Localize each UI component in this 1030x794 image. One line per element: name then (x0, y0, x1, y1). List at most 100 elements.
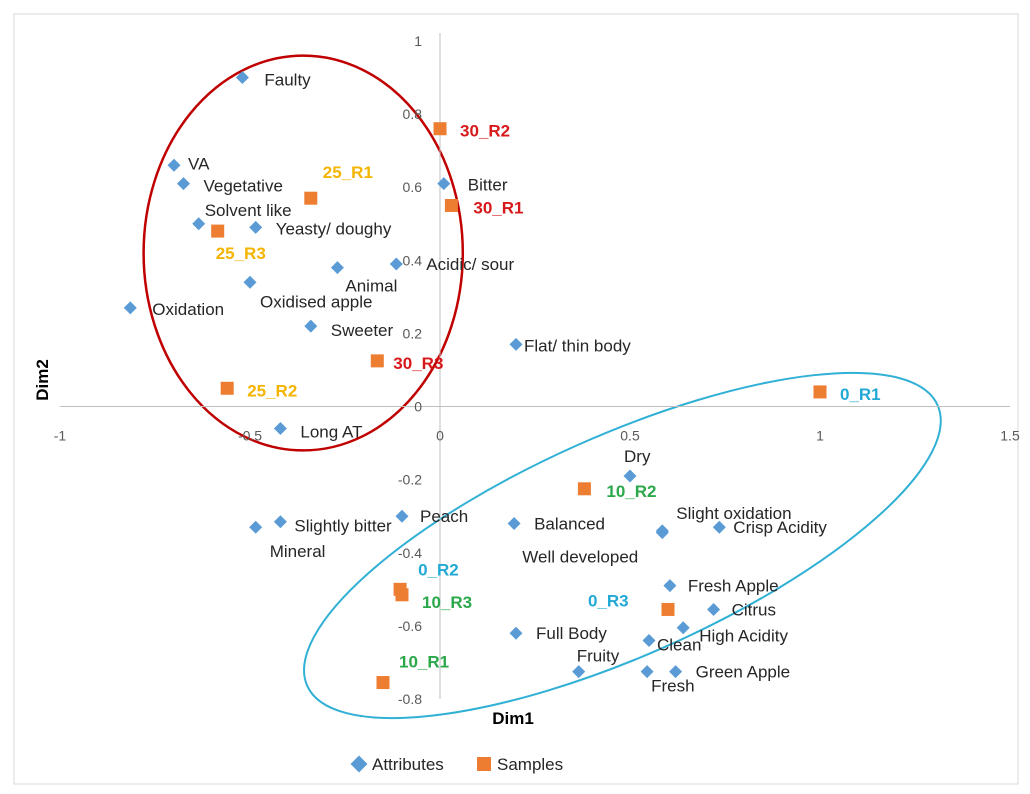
attribute-point-fresh-apple (663, 579, 677, 593)
y-tick-label: -0.4 (398, 545, 422, 561)
sample-point-25-r3 (211, 224, 225, 238)
attribute-point-mineral (249, 520, 263, 534)
attribute-label-bitter: Bitter (468, 176, 508, 195)
attribute-label-citrus: Citrus (732, 600, 776, 619)
sample-label-10-r3: 10_R3 (422, 593, 472, 612)
marks-layer (123, 71, 827, 690)
legend-attributes-marker (350, 755, 368, 773)
attribute-point-solvent-like (192, 217, 206, 231)
attribute-label-faulty: Faulty (264, 71, 311, 90)
attribute-label-peach: Peach (420, 507, 468, 526)
attribute-label-slight-oxidation: Slight oxidation (676, 504, 791, 523)
attribute-point-sweeter (304, 319, 318, 333)
x-tick-label: 1.5 (1000, 428, 1020, 444)
sample-point-25-r2 (220, 381, 234, 395)
x-tick-label: 1 (816, 428, 824, 444)
attribute-label-fruity: Fruity (577, 647, 620, 666)
attribute-label-balanced: Balanced (534, 515, 605, 534)
attribute-label-oxidation: Oxidation (152, 300, 224, 319)
y-tick-label: -0.6 (398, 618, 422, 634)
y-tick-label: 0.8 (403, 106, 423, 122)
sample-label-0-r3: 0_R3 (588, 591, 629, 610)
y-tick-label: 0.4 (403, 252, 423, 268)
legend-samples-label: Samples (497, 755, 563, 774)
attribute-point-high-acidity (676, 621, 690, 635)
attribute-point-vegetative (177, 177, 190, 191)
attribute-point-long-at (273, 421, 287, 435)
attribute-label-long-at: Long AT (300, 422, 362, 441)
attribute-label-acidic-sour: Acidic/ sour (426, 255, 514, 274)
annotation-ellipse-blue (303, 371, 942, 720)
x-tick-label: -0.5 (238, 428, 262, 444)
attribute-label-high-acidity: High Acidity (699, 627, 788, 646)
sample-label-25-r2: 25_R2 (247, 381, 297, 400)
sample-point-0-r3 (661, 602, 675, 616)
attribute-label-sweeter: Sweeter (331, 321, 394, 340)
sample-label-25-r1: 25_R1 (323, 163, 373, 182)
annotation-layer (142, 54, 942, 720)
attribute-point-clean (642, 634, 656, 648)
attribute-point-peach (395, 509, 409, 523)
legend: Attributes Samples (350, 755, 563, 774)
attribute-label-fresh-apple: Fresh Apple (688, 577, 779, 596)
attribute-label-clean: Clean (657, 636, 701, 655)
legend-attributes-label: Attributes (372, 755, 444, 774)
attribute-point-flat-thin-body (509, 337, 523, 351)
attribute-point-slightly-bitter (273, 515, 287, 529)
sample-point-0-r1 (813, 385, 827, 399)
x-tick-label: -1 (54, 428, 67, 444)
sample-point-10-r2 (577, 482, 591, 496)
attribute-point-oxidised-apple (243, 275, 257, 289)
x-axis-title: Dim1 (492, 709, 534, 728)
attribute-point-bitter (437, 177, 451, 191)
attribute-point-well-developed (655, 526, 669, 540)
annotation-ellipse-red (142, 54, 465, 452)
attribute-label-vegetative: Vegetative (204, 177, 283, 196)
sample-point-30-r2 (433, 122, 447, 136)
sample-point-25-r1 (304, 191, 318, 205)
attribute-point-yeasty-doughy (249, 220, 263, 234)
attribute-label-dry: Dry (624, 447, 651, 466)
y-tick-label: 0.6 (403, 179, 423, 195)
legend-samples-marker (477, 757, 491, 771)
attribute-label-solvent-like: Solvent like (205, 201, 292, 220)
sample-point-10-r3 (395, 588, 409, 602)
axes-layer: -1 -0.5 0 0.5 1 1.5 1 0.8 0.6 0.4 0.2 0 -0.2 -0.4 -0.6… (54, 33, 1020, 707)
sample-point-10-r1 (376, 676, 390, 690)
attribute-point-dry (623, 469, 637, 483)
attribute-point-green-apple (669, 665, 683, 679)
attribute-point-fruity (572, 665, 586, 679)
sample-label-10-r1: 10_R1 (399, 653, 449, 672)
sample-label-0-r1: 0_R1 (840, 385, 881, 404)
attribute-label-fresh: Fresh (651, 677, 694, 696)
attribute-point-full-body (509, 626, 523, 640)
attribute-point-acidic-sour (389, 257, 403, 271)
x-tick-label: 0 (436, 428, 444, 444)
attribute-point-crisp-acidity (712, 520, 726, 534)
y-axis-title: Dim2 (33, 359, 52, 401)
attribute-point-oxidation (123, 301, 137, 315)
chart-border (13, 13, 1019, 785)
attribute-point-animal (330, 261, 344, 275)
sample-point-30-r3 (370, 354, 384, 368)
sample-label-30-r1: 30_R1 (473, 199, 523, 218)
attribute-point-fresh (640, 665, 654, 679)
attribute-label-oxidised-apple: Oxidised apple (260, 292, 372, 311)
attribute-label-crisp-acidity: Crisp Acidity (733, 518, 827, 537)
sample-label-0-r2: 0_R2 (418, 560, 459, 579)
sample-label-25-r3: 25_R3 (216, 244, 266, 263)
attribute-label-green-apple: Green Apple (696, 663, 791, 682)
sample-label-30-r2: 30_R2 (460, 122, 510, 141)
attribute-label-animal: Animal (345, 277, 397, 296)
y-tick-label: 1 (414, 33, 422, 49)
sample-label-10-r2: 10_R2 (606, 482, 656, 501)
attribute-point-balanced (507, 517, 521, 531)
y-tick-label: -0.8 (398, 691, 422, 707)
attribute-label-yeasty-doughy: Yeasty/ doughy (276, 219, 392, 238)
attribute-label-flat-thin-body: Flat/ thin body (524, 336, 631, 355)
attribute-label-va: VA (188, 154, 210, 173)
attribute-label-well-developed: Well developed (522, 548, 638, 567)
attribute-point-va (167, 158, 181, 172)
y-tick-label: 0 (414, 399, 422, 415)
